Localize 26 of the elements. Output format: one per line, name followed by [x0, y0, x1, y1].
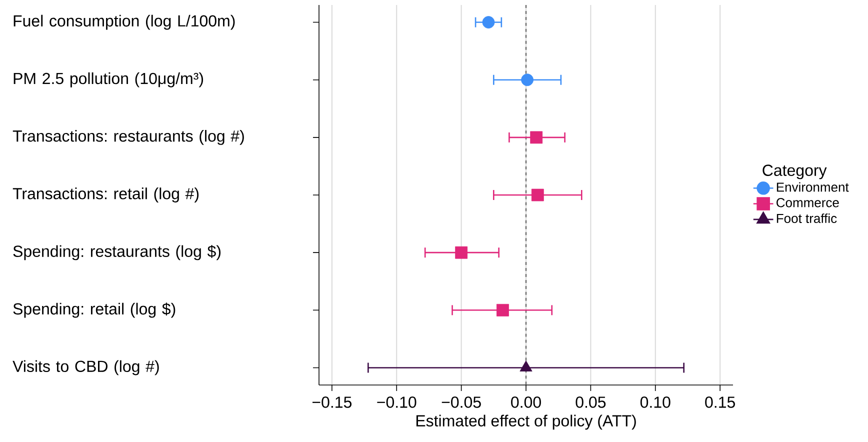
point: [455, 246, 468, 259]
y-tick-label: Spending: restaurants (log $): [13, 245, 221, 260]
point: [496, 304, 509, 316]
x-tick-label: −0.10: [377, 396, 416, 408]
y-tick-label: Spending: retail (log $): [13, 302, 176, 318]
y-tick-label: Transactions: retail (log #): [12, 188, 199, 202]
x-tick-label: −0.05: [442, 396, 481, 408]
x-tick-label: 0.05: [576, 396, 606, 408]
legend-label: Environment: [776, 182, 849, 192]
point: [530, 131, 543, 144]
legend-label: Foot traffic: [776, 214, 837, 224]
point: [531, 188, 544, 202]
point: [520, 360, 532, 372]
legend-title: Category: [762, 164, 827, 180]
point: [482, 16, 495, 28]
y-tick-label: PM 2.5 pollution (10μg/m³): [14, 72, 204, 88]
y-tick-label: Fuel consumption (log L/100m): [14, 14, 235, 30]
x-tick-label: 0.00: [511, 396, 541, 408]
y-tick-label: Visits to CBD (log #): [12, 360, 159, 376]
point: [521, 74, 534, 86]
x-axis-title: Estimated effect of policy (ATT): [416, 414, 636, 430]
x-tick-label: 0.15: [705, 396, 735, 408]
y-tick-label: Transactions: restaurants (log #): [12, 130, 244, 145]
x-tick-label: −0.15: [312, 396, 352, 408]
legend-label: Commerce: [776, 198, 839, 208]
x-tick-label: 0.10: [640, 396, 670, 408]
